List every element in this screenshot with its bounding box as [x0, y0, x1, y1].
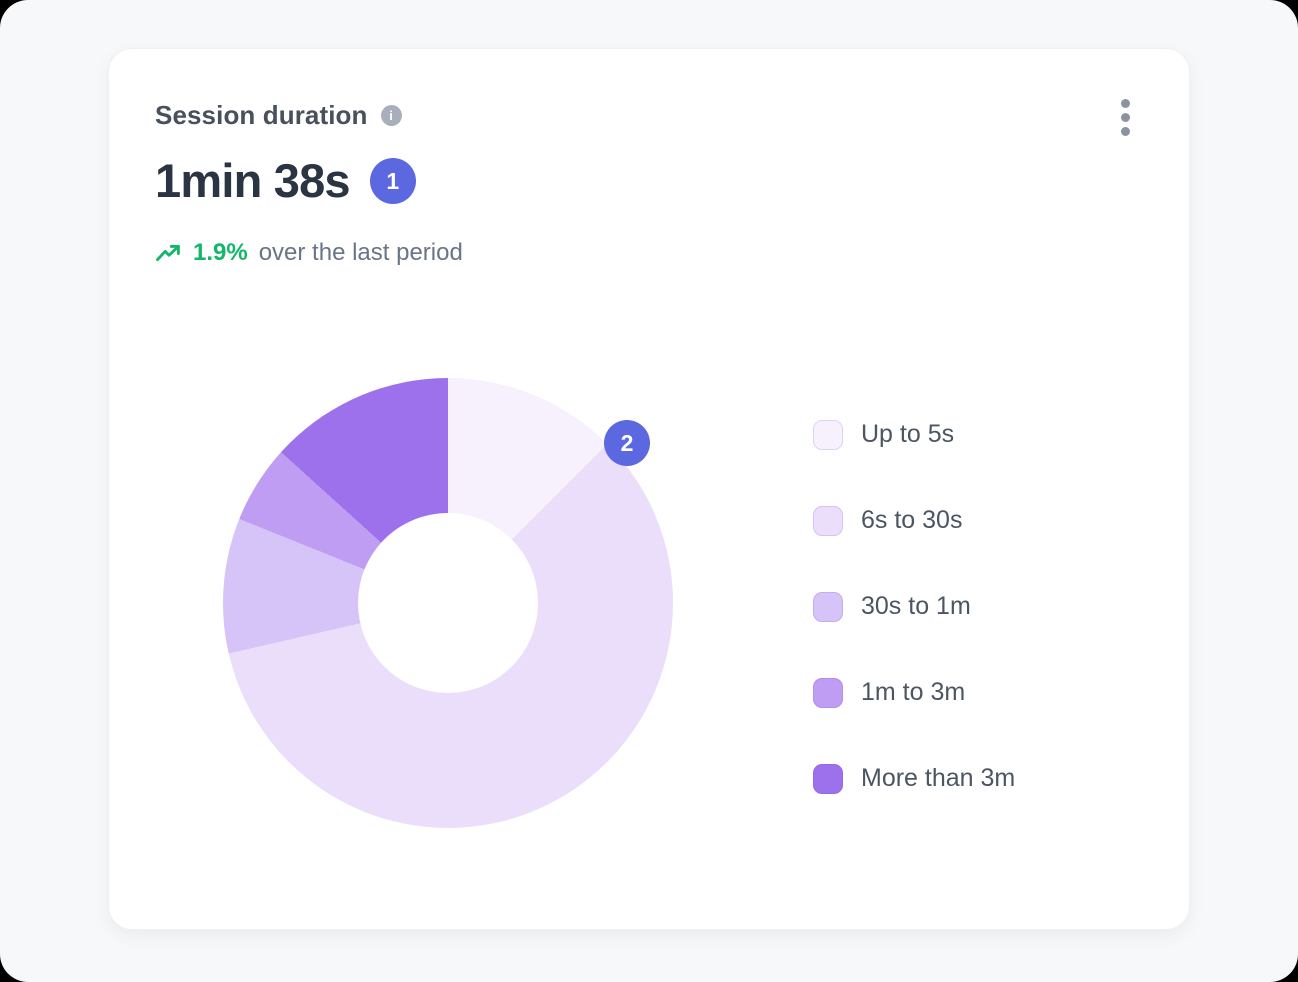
- session-duration-card: Session duration i 1min 38s 1 1.9% over …: [108, 48, 1190, 930]
- card-header: Session duration i: [155, 99, 402, 131]
- legend-swatch: [813, 505, 843, 536]
- chart-legend: Up to 5s 6s to 30s 30s to 1m 1m to 3m More t…: [813, 419, 1015, 849]
- kebab-menu-icon: [1120, 126, 1130, 136]
- legend-swatch: [813, 763, 843, 794]
- trending-up-icon: [155, 242, 182, 264]
- kebab-menu-icon: [1120, 112, 1130, 122]
- legend-swatch: [813, 419, 843, 450]
- trend-label: over the last period: [258, 239, 463, 266]
- legend-label: 1m to 3m: [861, 678, 966, 706]
- card-title: Session duration: [155, 100, 368, 130]
- info-icon[interactable]: i: [380, 104, 402, 126]
- legend-item[interactable]: Up to 5s: [813, 419, 1015, 450]
- more-options-button[interactable]: [1105, 95, 1145, 139]
- legend-label: Up to 5s: [861, 420, 955, 448]
- legend-swatch: [813, 591, 843, 622]
- legend-item[interactable]: 6s to 30s: [813, 505, 1015, 536]
- legend-label: More than 3m: [861, 764, 1016, 792]
- tour-step-badge-2[interactable]: 2: [604, 420, 650, 466]
- legend-label: 30s to 1m: [861, 592, 971, 620]
- legend-item[interactable]: 30s to 1m: [813, 591, 1015, 622]
- trend-value: 1.9%: [193, 239, 248, 266]
- donut-hole: [358, 513, 538, 693]
- metric-row: 1min 38s 1: [155, 153, 416, 209]
- kebab-menu-icon: [1120, 98, 1130, 108]
- legend-item[interactable]: 1m to 3m: [813, 677, 1015, 708]
- legend-swatch: [813, 677, 843, 708]
- trend-row: 1.9% over the last period: [155, 237, 463, 269]
- donut-chart: 2: [223, 378, 673, 828]
- legend-item[interactable]: More than 3m: [813, 763, 1015, 794]
- metric-value: 1min 38s: [155, 154, 351, 207]
- legend-label: 6s to 30s: [861, 506, 963, 534]
- tour-step-badge-1[interactable]: 1: [369, 158, 416, 204]
